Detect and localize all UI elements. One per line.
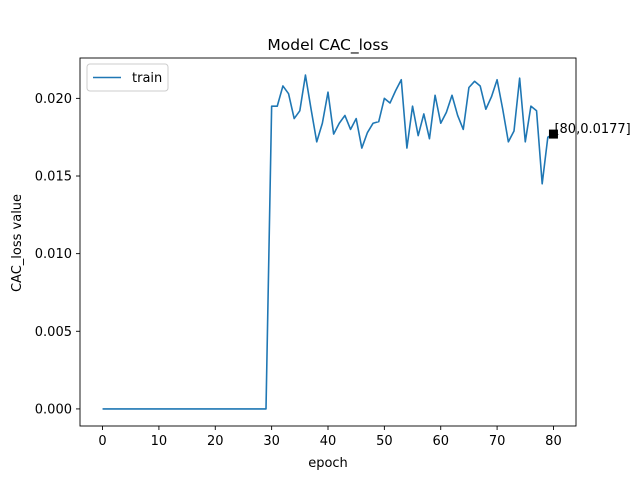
y-tick-label: 0.000	[35, 402, 72, 417]
y-axis: 0.000 0.005 0.010 0.015 0.020	[35, 92, 80, 417]
x-tick-label: 40	[320, 434, 337, 449]
y-tick-label: 0.015	[35, 170, 72, 185]
plot-area	[79, 57, 577, 427]
y-tick-label: 0.010	[35, 247, 72, 262]
x-tick-label: 10	[151, 434, 168, 449]
x-tick-label: 30	[263, 434, 280, 449]
y-tick-label: 0.005	[35, 325, 72, 340]
x-tick-label: 50	[376, 434, 393, 449]
legend-box	[86, 63, 169, 92]
annotation-label: [80,0.0177]	[554, 122, 630, 137]
x-tick-label: 60	[432, 434, 449, 449]
annotation-group: [80,0.0177]	[548, 122, 631, 139]
y-axis-label: CAC_loss value	[10, 194, 25, 292]
legend: train	[86, 63, 169, 92]
x-tick-label: 80	[545, 434, 562, 449]
x-axis-label: epoch	[308, 456, 348, 471]
y-tick-label: 0.020	[35, 92, 72, 107]
x-tick-label: 20	[207, 434, 224, 449]
plot-frame	[79, 57, 577, 427]
series-line-train	[102, 74, 554, 410]
legend-label: train	[132, 71, 162, 86]
series-group	[102, 74, 554, 410]
annotation-marker	[548, 129, 558, 139]
x-tick-label: 0	[98, 434, 106, 449]
chart-title: Model CAC_loss	[267, 36, 388, 55]
x-tick-label: 70	[489, 434, 506, 449]
x-axis: 0 10 20 30 40 50 60 70 80	[98, 426, 562, 449]
